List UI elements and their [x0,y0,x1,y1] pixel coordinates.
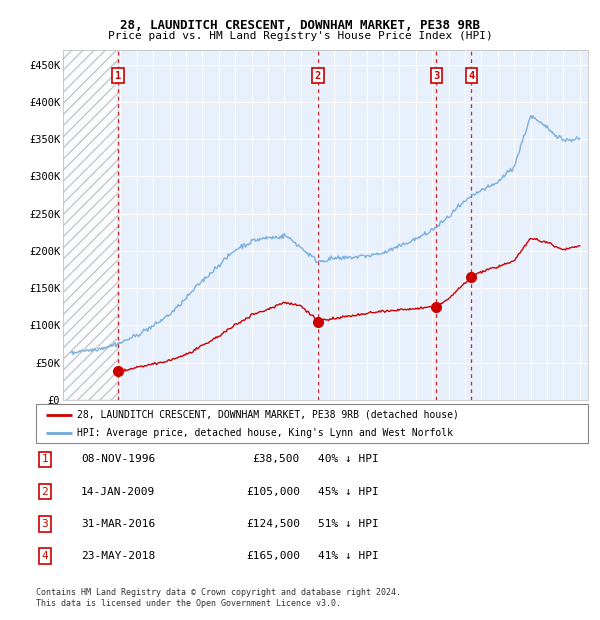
Text: 08-NOV-1996: 08-NOV-1996 [81,454,155,464]
Text: 14-JAN-2009: 14-JAN-2009 [81,487,155,497]
Text: 31-MAR-2016: 31-MAR-2016 [81,519,155,529]
Text: 2: 2 [315,71,321,81]
Text: 41% ↓ HPI: 41% ↓ HPI [318,551,379,561]
Text: 28, LAUNDITCH CRESCENT, DOWNHAM MARKET, PE38 9RB: 28, LAUNDITCH CRESCENT, DOWNHAM MARKET, … [120,19,480,32]
Text: 4: 4 [468,71,475,81]
Text: 28, LAUNDITCH CRESCENT, DOWNHAM MARKET, PE38 9RB (detached house): 28, LAUNDITCH CRESCENT, DOWNHAM MARKET, … [77,410,459,420]
Text: 40% ↓ HPI: 40% ↓ HPI [318,454,379,464]
Text: £165,000: £165,000 [246,551,300,561]
Text: £38,500: £38,500 [253,454,300,464]
Text: 2: 2 [41,487,49,497]
Text: 3: 3 [41,519,49,529]
Text: 23-MAY-2018: 23-MAY-2018 [81,551,155,561]
Bar [63,50,118,400]
Text: 1: 1 [115,71,121,81]
Text: £124,500: £124,500 [246,519,300,529]
Text: 4: 4 [41,551,49,561]
Text: 3: 3 [433,71,439,81]
Text: 51% ↓ HPI: 51% ↓ HPI [318,519,379,529]
Text: 1: 1 [41,454,49,464]
FancyBboxPatch shape [36,404,588,443]
Text: 45% ↓ HPI: 45% ↓ HPI [318,487,379,497]
Text: Contains HM Land Registry data © Crown copyright and database right 2024.
This d: Contains HM Land Registry data © Crown c… [36,588,401,608]
Text: HPI: Average price, detached house, King's Lynn and West Norfolk: HPI: Average price, detached house, King… [77,428,454,438]
Text: Price paid vs. HM Land Registry's House Price Index (HPI): Price paid vs. HM Land Registry's House … [107,31,493,41]
Text: £105,000: £105,000 [246,487,300,497]
